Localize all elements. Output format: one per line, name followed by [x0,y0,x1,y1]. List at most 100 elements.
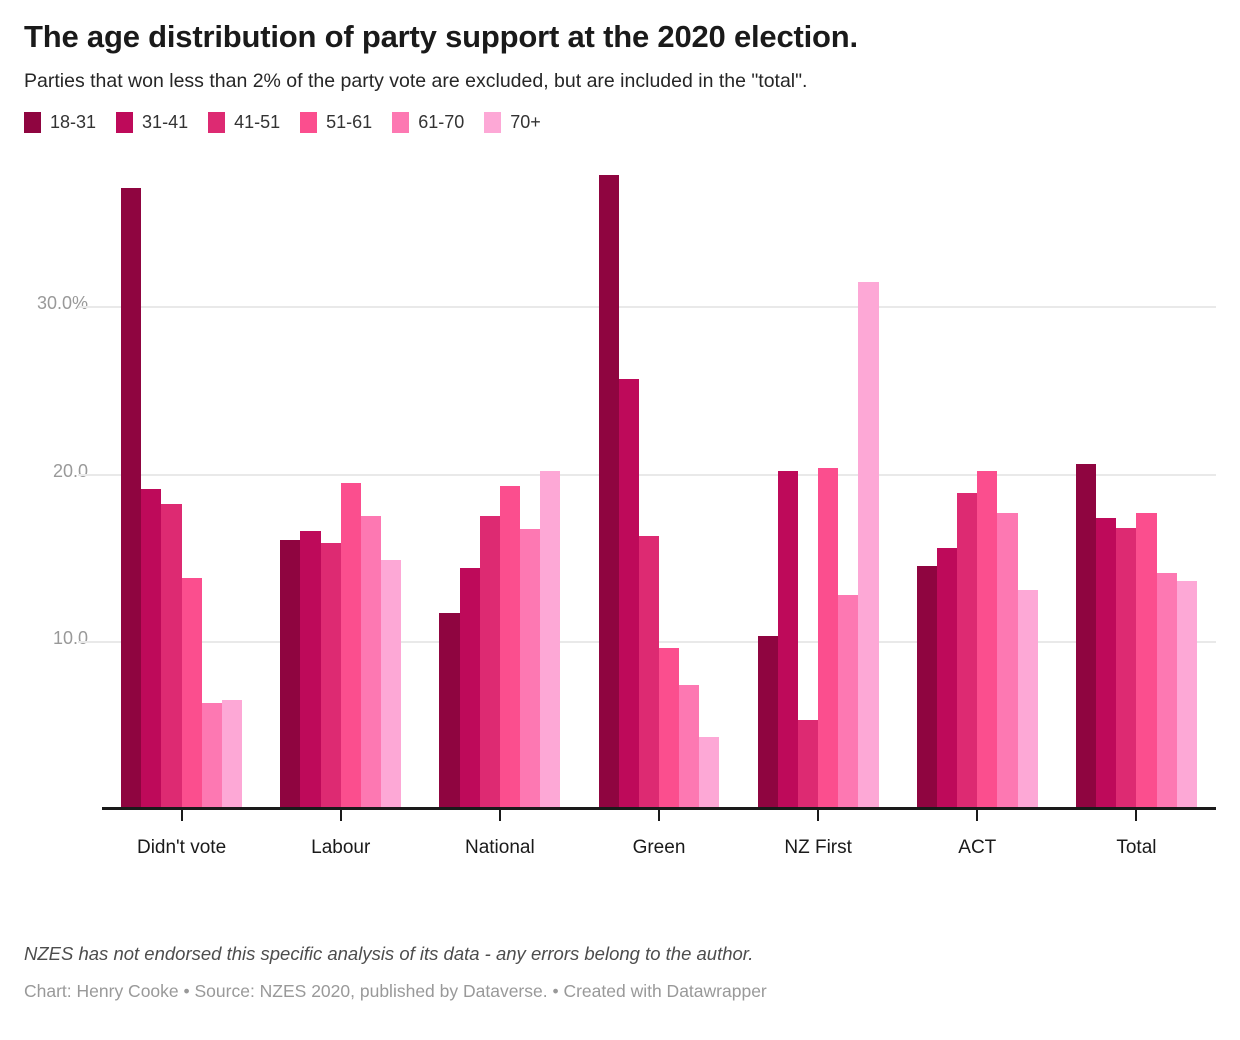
bar-41-51[interactable] [1116,527,1137,807]
bar-31-41[interactable] [300,531,321,807]
chart-page: The age distribution of party support at… [0,18,1240,1040]
x-axis-tick-mark [817,809,820,821]
bar-31-41[interactable] [459,567,480,807]
x-axis-category-label: ACT [958,837,997,858]
bar-18-31[interactable] [916,566,937,807]
bar-51-61[interactable] [181,577,202,807]
y-axis-tick-label: 10.0 [52,627,88,648]
legend-swatch-icon [208,112,226,133]
bar-31-41[interactable] [141,489,162,807]
bars [757,155,879,807]
bar-group-labour: Labour [261,155,420,858]
x-axis-category-label: Labour [311,837,371,858]
x-axis-tick-mark [339,809,342,821]
bar-18-31[interactable] [121,188,142,807]
bar-51-61[interactable] [1136,512,1157,807]
bar-61-70[interactable] [1156,572,1177,807]
disclaimer-note: NZES has not endorsed this specific anal… [24,943,754,964]
bar-18-31[interactable] [280,539,301,807]
bar-31-41[interactable] [936,547,958,807]
bar-41-51[interactable] [957,492,978,807]
bar-51-61[interactable] [818,467,839,807]
bar-31-41[interactable] [618,379,639,807]
bar-61-70[interactable] [997,512,1018,807]
legend-label: 51-61 [326,112,373,132]
chart-credit: Chart: Henry Cooke • Source: NZES 2020, … [24,981,767,1001]
bars [916,155,1038,807]
x-axis-category-label: Didn't vote [136,837,227,858]
plot-area: 30.0% 20.0 10.0 Didn't vote Labour National G… [37,155,1216,858]
legend-item-18-31[interactable]: 18-31 [24,112,96,133]
bar-51-61[interactable] [499,486,520,807]
x-axis-tick-mark [657,809,660,821]
y-axis-tick-label: 30.0% [36,293,88,314]
chart-subtitle: Parties that won less than 2% of the par… [24,70,808,92]
legend-label: 18-31 [50,112,97,132]
bar-70+[interactable] [1176,581,1197,807]
bar-70+[interactable] [221,700,243,807]
bar-70+[interactable] [858,282,879,807]
gridline-30.0%: 30.0% [37,293,1216,313]
legend-swatch-icon [392,112,410,133]
x-axis-tick-mark [180,809,183,821]
bars [439,155,561,807]
bar-group-national: National [420,155,579,858]
bar-41-51[interactable] [161,504,182,807]
bar-41-51[interactable] [638,536,659,807]
x-axis-tick-mark [498,809,501,821]
x-axis-tick-mark [976,809,979,821]
bar-61-70[interactable] [679,684,700,807]
bar-70+[interactable] [1017,589,1038,807]
bar-61-70[interactable] [520,529,541,807]
bar-41-51[interactable] [320,542,341,807]
bar-61-70[interactable] [360,516,382,807]
bar-61-70[interactable] [838,594,859,807]
y-axis-tick-mark [78,306,102,309]
bar-61-70[interactable] [201,703,222,807]
legend-swatch-icon [24,112,41,133]
legend-swatch-icon [484,112,502,133]
x-axis-category-label: NZ First [784,837,852,858]
bar-18-31[interactable] [598,175,619,807]
legend-item-31-41[interactable]: 31-41 [116,112,188,133]
bar-group-total: Total [1057,155,1216,858]
legend-item-70+[interactable]: 70+ [484,112,541,133]
bar-70+[interactable] [540,470,561,807]
y-axis-tick-label: 20.0 [52,460,88,481]
legend-item-51-61[interactable]: 51-61 [300,112,372,133]
bars [598,155,720,807]
legend-swatch-icon [116,112,134,133]
bar-51-61[interactable] [658,648,680,807]
chart-legend: 18-31 31-41 41-51 51-61 61-70 70+ [24,112,1216,133]
x-axis-tick-mark [1135,809,1138,821]
bar-group-green: Green [579,155,738,858]
bar-41-51[interactable] [479,516,500,807]
gridline-10.0: 10.0 [53,628,1216,648]
bar-18-31[interactable] [1075,464,1097,807]
bar-group-act: ACT [898,155,1057,858]
bar-70+[interactable] [381,559,402,807]
legend-label: 31-41 [142,112,189,132]
y-axis-tick-mark [78,473,102,476]
gridline-20.0: 20.0 [53,461,1216,481]
legend-item-61-70[interactable]: 61-70 [392,112,464,133]
bar-41-51[interactable] [797,720,819,807]
legend-label: 41-51 [234,112,281,132]
x-axis-category-label: Green [632,837,686,858]
x-axis-category-label: Total [1116,837,1157,858]
y-axis-tick-mark [78,640,102,643]
bar-18-31[interactable] [439,613,460,807]
bar-51-61[interactable] [977,470,998,807]
legend-item-41-51[interactable]: 41-51 [208,112,280,133]
x-axis-line [102,807,1216,810]
bar-18-31[interactable] [757,636,778,807]
bar-31-41[interactable] [777,470,798,807]
bar-51-61[interactable] [340,482,361,807]
bars [1075,155,1197,807]
legend-label: 61-70 [418,112,465,132]
bar-70+[interactable] [699,736,720,807]
bar-31-41[interactable] [1096,517,1117,807]
bars [121,155,243,807]
bar-groups: Didn't vote Labour National Green NZ First AC… [102,155,1216,858]
bar-group-nz-first: NZ First [739,155,898,858]
